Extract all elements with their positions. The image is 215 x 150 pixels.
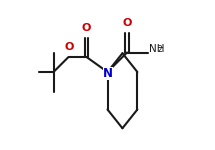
Text: O: O xyxy=(64,42,74,52)
Text: 2: 2 xyxy=(157,45,162,54)
Text: O: O xyxy=(82,23,91,33)
Text: NH: NH xyxy=(149,44,164,54)
Text: N: N xyxy=(103,67,113,80)
Text: O: O xyxy=(122,18,132,28)
